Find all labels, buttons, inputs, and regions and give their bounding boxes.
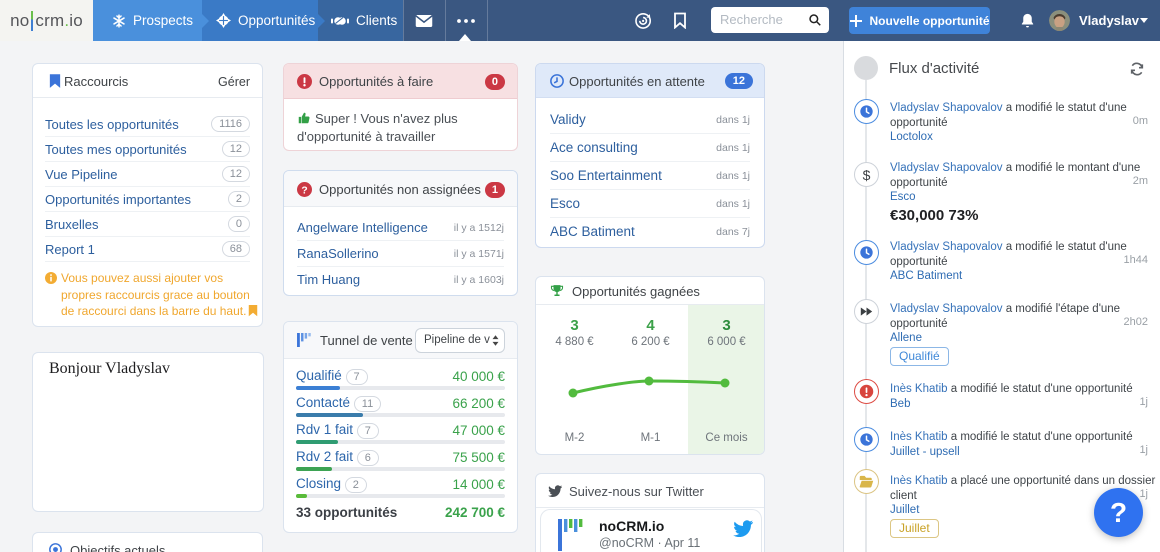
svg-text:?: ? (301, 185, 307, 196)
